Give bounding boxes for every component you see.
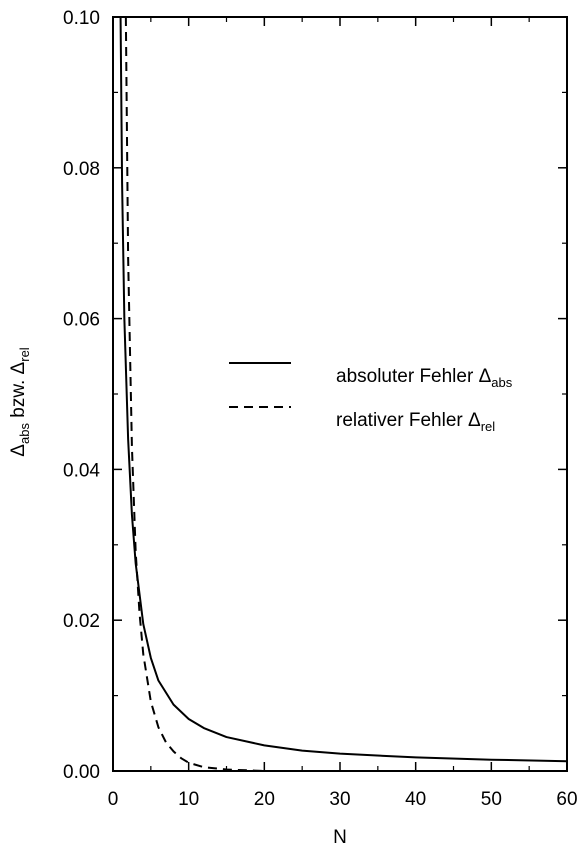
- plot-area-frame: [112, 16, 568, 772]
- x-tick-label: 10: [178, 789, 199, 810]
- series-line-absolute: [119, 17, 567, 763]
- y-tick-label: 0.02: [63, 611, 100, 632]
- legend-label-absolute-sub: abs: [491, 375, 512, 390]
- x-tick-label: 60: [556, 789, 577, 810]
- legend-label-relative-main: relativer Fehler Δ: [336, 410, 481, 431]
- legend-label-absolute-main: absoluter Fehler Δ: [336, 366, 492, 387]
- x-tick-label: 20: [254, 789, 275, 810]
- legend: absoluter Fehler Δabs relativer Fehler Δ…: [229, 362, 513, 434]
- y-tick-label: 0.06: [63, 310, 100, 331]
- x-axis-label: N: [333, 827, 347, 848]
- y-tick-label: 0.00: [63, 762, 100, 783]
- x-tick-label: 0: [108, 789, 119, 810]
- legend-label-relative: relativer Fehler Δrel: [336, 410, 495, 434]
- y-tick-label: 0.10: [63, 8, 100, 29]
- x-axis: 0 10 20 30 40 50 60: [108, 17, 578, 810]
- x-tick-label: 50: [481, 789, 502, 810]
- y-axis-label-mid: bzw.: [8, 374, 29, 423]
- y-axis-label-delta-2: Δ: [8, 361, 29, 374]
- y-axis-label-sub-rel: rel: [17, 347, 32, 362]
- y-axis-label-delta-1: Δ: [8, 444, 29, 457]
- y-axis-label: Δabs bzw. Δrel: [8, 347, 32, 457]
- series-line-relative: [124, 17, 567, 771]
- x-tick-label: 30: [329, 789, 350, 810]
- y-axis: 0.00 0.02 0.04 0.06 0.08 0.10: [63, 8, 567, 783]
- legend-label-absolute: absoluter Fehler Δabs: [336, 366, 513, 390]
- series-layer: [119, 17, 567, 771]
- x-tick-label: 40: [405, 789, 426, 810]
- y-axis-label-sub-abs: abs: [17, 423, 32, 444]
- legend-label-relative-sub: rel: [481, 419, 496, 434]
- y-tick-label: 0.08: [63, 159, 100, 180]
- plot-frame: [112, 16, 568, 772]
- y-tick-label: 0.04: [63, 460, 100, 481]
